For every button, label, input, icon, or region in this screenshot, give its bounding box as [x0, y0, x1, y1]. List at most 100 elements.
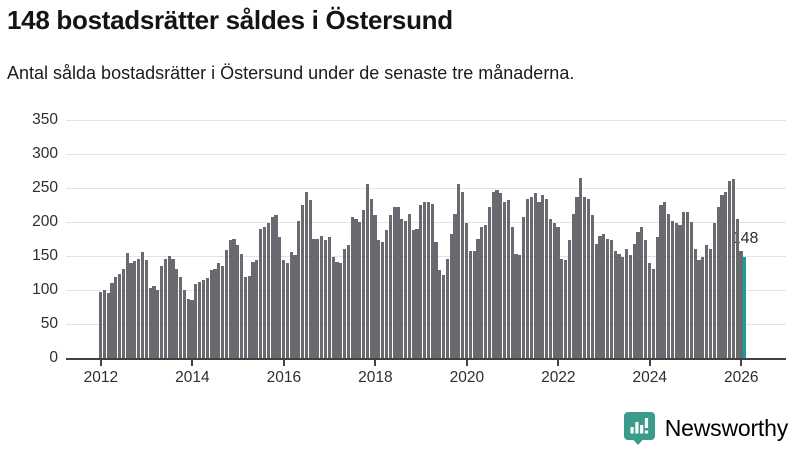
- bar: [133, 260, 137, 358]
- x-tick-label: 2014: [175, 369, 210, 386]
- bar: [362, 210, 366, 358]
- x-tick-label: 2018: [358, 369, 393, 386]
- bar: [644, 240, 648, 358]
- bar: [335, 262, 339, 358]
- bar: [636, 232, 640, 358]
- y-tick-label: 100: [32, 281, 58, 298]
- bar: [533, 193, 537, 358]
- bar: [144, 260, 148, 358]
- bar: [247, 275, 251, 358]
- newsworthy-logo: Newsworthy: [623, 411, 788, 445]
- x-tick: [99, 360, 102, 366]
- bar: [106, 293, 110, 358]
- x-tick-label: 2016: [266, 369, 302, 386]
- bar: [487, 207, 491, 358]
- bar: [316, 239, 320, 358]
- bar: [392, 207, 396, 358]
- bar: [590, 215, 594, 358]
- bar: [262, 226, 267, 358]
- bar: [689, 222, 693, 358]
- bar: [682, 211, 686, 358]
- bar: [339, 263, 343, 358]
- gridline: [66, 120, 786, 121]
- bar: [278, 236, 282, 358]
- bar: [369, 198, 373, 358]
- bar: [541, 195, 545, 358]
- bar: [159, 266, 164, 358]
- x-tick-label: 2012: [83, 369, 119, 386]
- bar: [102, 290, 106, 358]
- bar: [476, 239, 480, 358]
- y-tick-label: 300: [32, 145, 58, 162]
- bar: [304, 192, 309, 358]
- bar: [354, 218, 358, 358]
- gridline: [66, 154, 786, 155]
- bar: [506, 200, 511, 358]
- bar: [727, 181, 732, 358]
- bar: [171, 259, 175, 358]
- bar-chart-speech-bubble-icon: [623, 411, 656, 445]
- bar: [522, 217, 526, 358]
- bar: [480, 226, 484, 358]
- bar: [472, 250, 476, 358]
- bar: [499, 193, 503, 358]
- bar: [598, 235, 602, 358]
- x-tick: [374, 360, 377, 366]
- bar: [125, 252, 129, 358]
- bar: [739, 251, 743, 358]
- bar: [586, 198, 591, 358]
- bar: [571, 213, 575, 358]
- bar: [438, 270, 442, 358]
- bar: [301, 205, 305, 358]
- bar: [461, 192, 465, 358]
- y-tick-label: 50: [40, 315, 58, 332]
- bar: [617, 253, 621, 358]
- bar: [731, 179, 735, 358]
- bar: [510, 226, 514, 358]
- bar: [666, 213, 671, 358]
- bar: [274, 215, 278, 358]
- bar: [201, 280, 206, 358]
- bar: [503, 202, 507, 358]
- bar: [358, 222, 362, 358]
- bar: [194, 283, 198, 358]
- bar: [152, 285, 156, 358]
- bar: [567, 240, 572, 358]
- bar: [342, 248, 347, 358]
- x-tick-label: 2024: [632, 369, 668, 386]
- bar: [655, 236, 659, 358]
- bar: [693, 248, 697, 358]
- bar: [426, 202, 430, 358]
- bar: [99, 292, 103, 358]
- bar: [163, 258, 167, 358]
- bar: [518, 255, 522, 358]
- bar: [724, 192, 728, 358]
- bar: [705, 245, 709, 358]
- bar: [564, 260, 568, 358]
- bar: [735, 218, 739, 358]
- bar: [308, 200, 312, 358]
- x-tick-label: 2022: [541, 369, 576, 386]
- x-tick: [465, 360, 468, 366]
- bar: [609, 240, 613, 358]
- bar: [129, 262, 133, 358]
- bar: [697, 260, 701, 358]
- bar: [243, 277, 248, 358]
- bar: [445, 258, 450, 358]
- bar: [621, 256, 625, 358]
- bar: [266, 223, 270, 358]
- bar: [396, 207, 400, 358]
- bar: [289, 251, 293, 358]
- x-tick: [648, 360, 651, 366]
- bar: [670, 220, 674, 358]
- bar: [251, 262, 255, 358]
- bar: [483, 225, 488, 358]
- bar: [419, 205, 423, 358]
- bar: [720, 195, 724, 358]
- bar: [255, 260, 259, 358]
- bar: [663, 202, 667, 358]
- bar: [491, 192, 495, 358]
- bar: [388, 215, 392, 358]
- bar: [293, 255, 297, 358]
